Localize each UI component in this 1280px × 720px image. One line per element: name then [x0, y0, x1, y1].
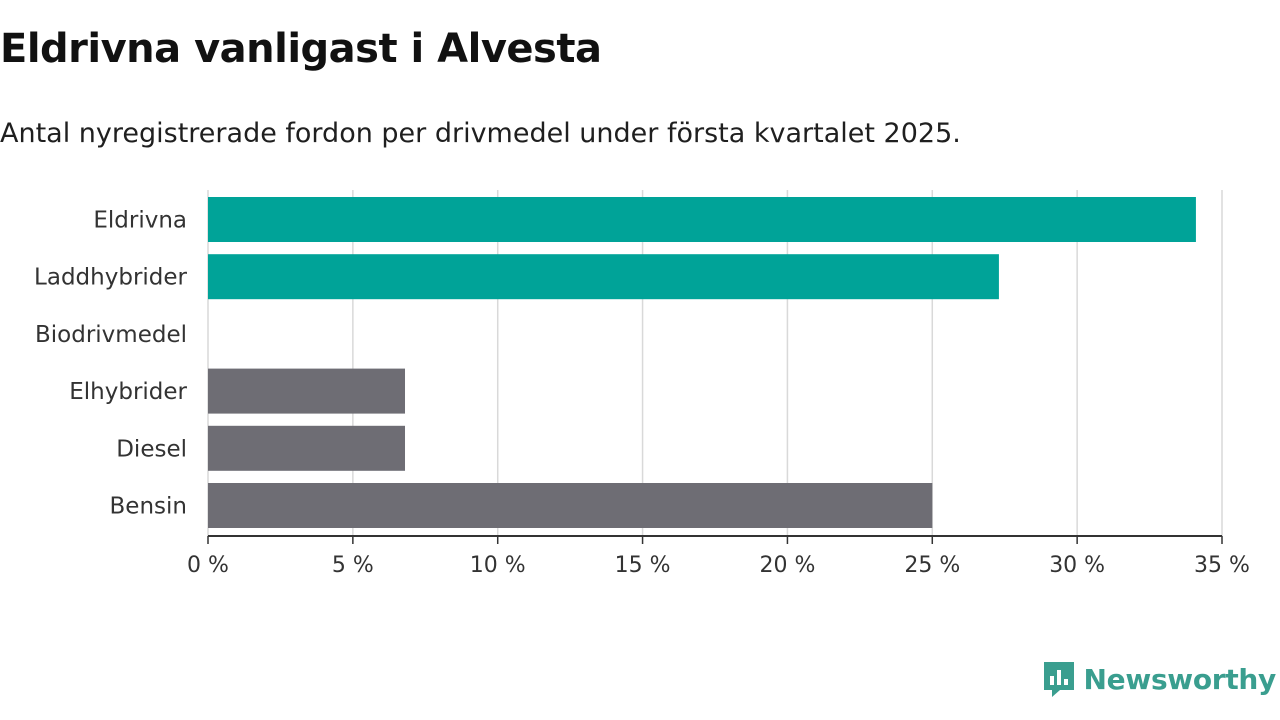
bar-laddhybrider	[208, 254, 999, 300]
category-label: Biodrivmedel	[35, 322, 187, 348]
category-labels: Eldrivna Laddhybrider Biodrivmedel Elhybrid…	[34, 208, 187, 520]
brand-name: Newsworthy	[1083, 662, 1277, 696]
bar-diesel	[208, 425, 406, 471]
bars	[208, 197, 1196, 528]
newsworthy-logo: Newsworthy	[1042, 660, 1276, 698]
x-tick-label: 5 %	[332, 553, 374, 578]
bar-eldrivna	[208, 197, 1196, 242]
grid-lines	[207, 190, 1223, 536]
bar-elhybrider	[208, 368, 406, 414]
x-tick-label: 0 %	[187, 553, 229, 578]
category-label: Bensin	[110, 494, 187, 520]
x-axis: 0 % 5 % 10 % 15 % 20 % 25 % 30 % 35 %	[187, 535, 1250, 578]
category-label: Elhybrider	[69, 379, 187, 405]
x-tick-label: 25 %	[904, 553, 960, 578]
x-tick-label: 10 %	[470, 553, 526, 578]
x-tick-label: 30 %	[1049, 553, 1105, 578]
x-tick-label: 35 %	[1194, 553, 1250, 578]
bar-bensin	[208, 483, 933, 528]
newsworthy-chart-logo-icon	[1043, 662, 1074, 697]
category-label: Eldrivna	[93, 208, 187, 234]
page-subtitle: Antal nyregistrerade fordon per drivmede…	[0, 118, 961, 149]
x-tick-label: 20 %	[759, 553, 815, 578]
page-title: Eldrivna vanligast i Alvesta	[0, 26, 602, 72]
x-tick-label: 15 %	[615, 553, 671, 578]
category-label: Laddhybrider	[34, 265, 187, 291]
category-label: Diesel	[116, 436, 187, 462]
